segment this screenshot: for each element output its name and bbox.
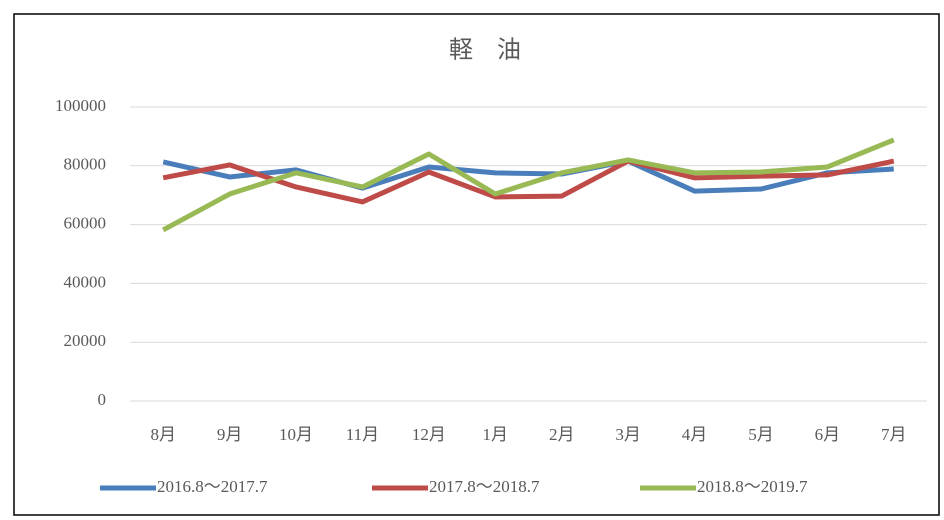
y-tick-label: 0 [98,390,107,409]
x-tick-label: 8月 [150,425,176,444]
series-line [162,158,894,194]
y-tick-label: 20000 [64,331,107,350]
x-tick-label: 1月 [483,425,509,444]
y-tick-label: 60000 [64,214,107,233]
legend-label: 2017.8～2018.7 [429,477,540,496]
series-line [162,158,895,205]
x-tick-label: 11月 [346,425,379,444]
y-tick-label: 40000 [64,272,107,291]
chart-title: 軽 油 [449,37,521,64]
x-tick-label: 12月 [412,425,446,444]
legend-label: 2018.8～2019.7 [697,477,808,496]
legend-label: 2016.8～2017.7 [157,477,268,496]
y-tick-label: 80000 [64,155,107,174]
x-tick-label: 3月 [615,425,641,444]
x-tick-label: 9月 [217,425,243,444]
x-tick-label: 5月 [748,425,774,444]
y-tick-label: 100000 [55,96,106,115]
x-tick-label: 4月 [682,425,708,444]
series-line [162,137,895,233]
x-tick-label: 2月 [549,425,575,444]
x-tick-label: 10月 [279,425,313,444]
x-tick-label: 6月 [815,425,841,444]
chart-border [13,13,940,516]
x-tick-label: 7月 [881,425,907,444]
